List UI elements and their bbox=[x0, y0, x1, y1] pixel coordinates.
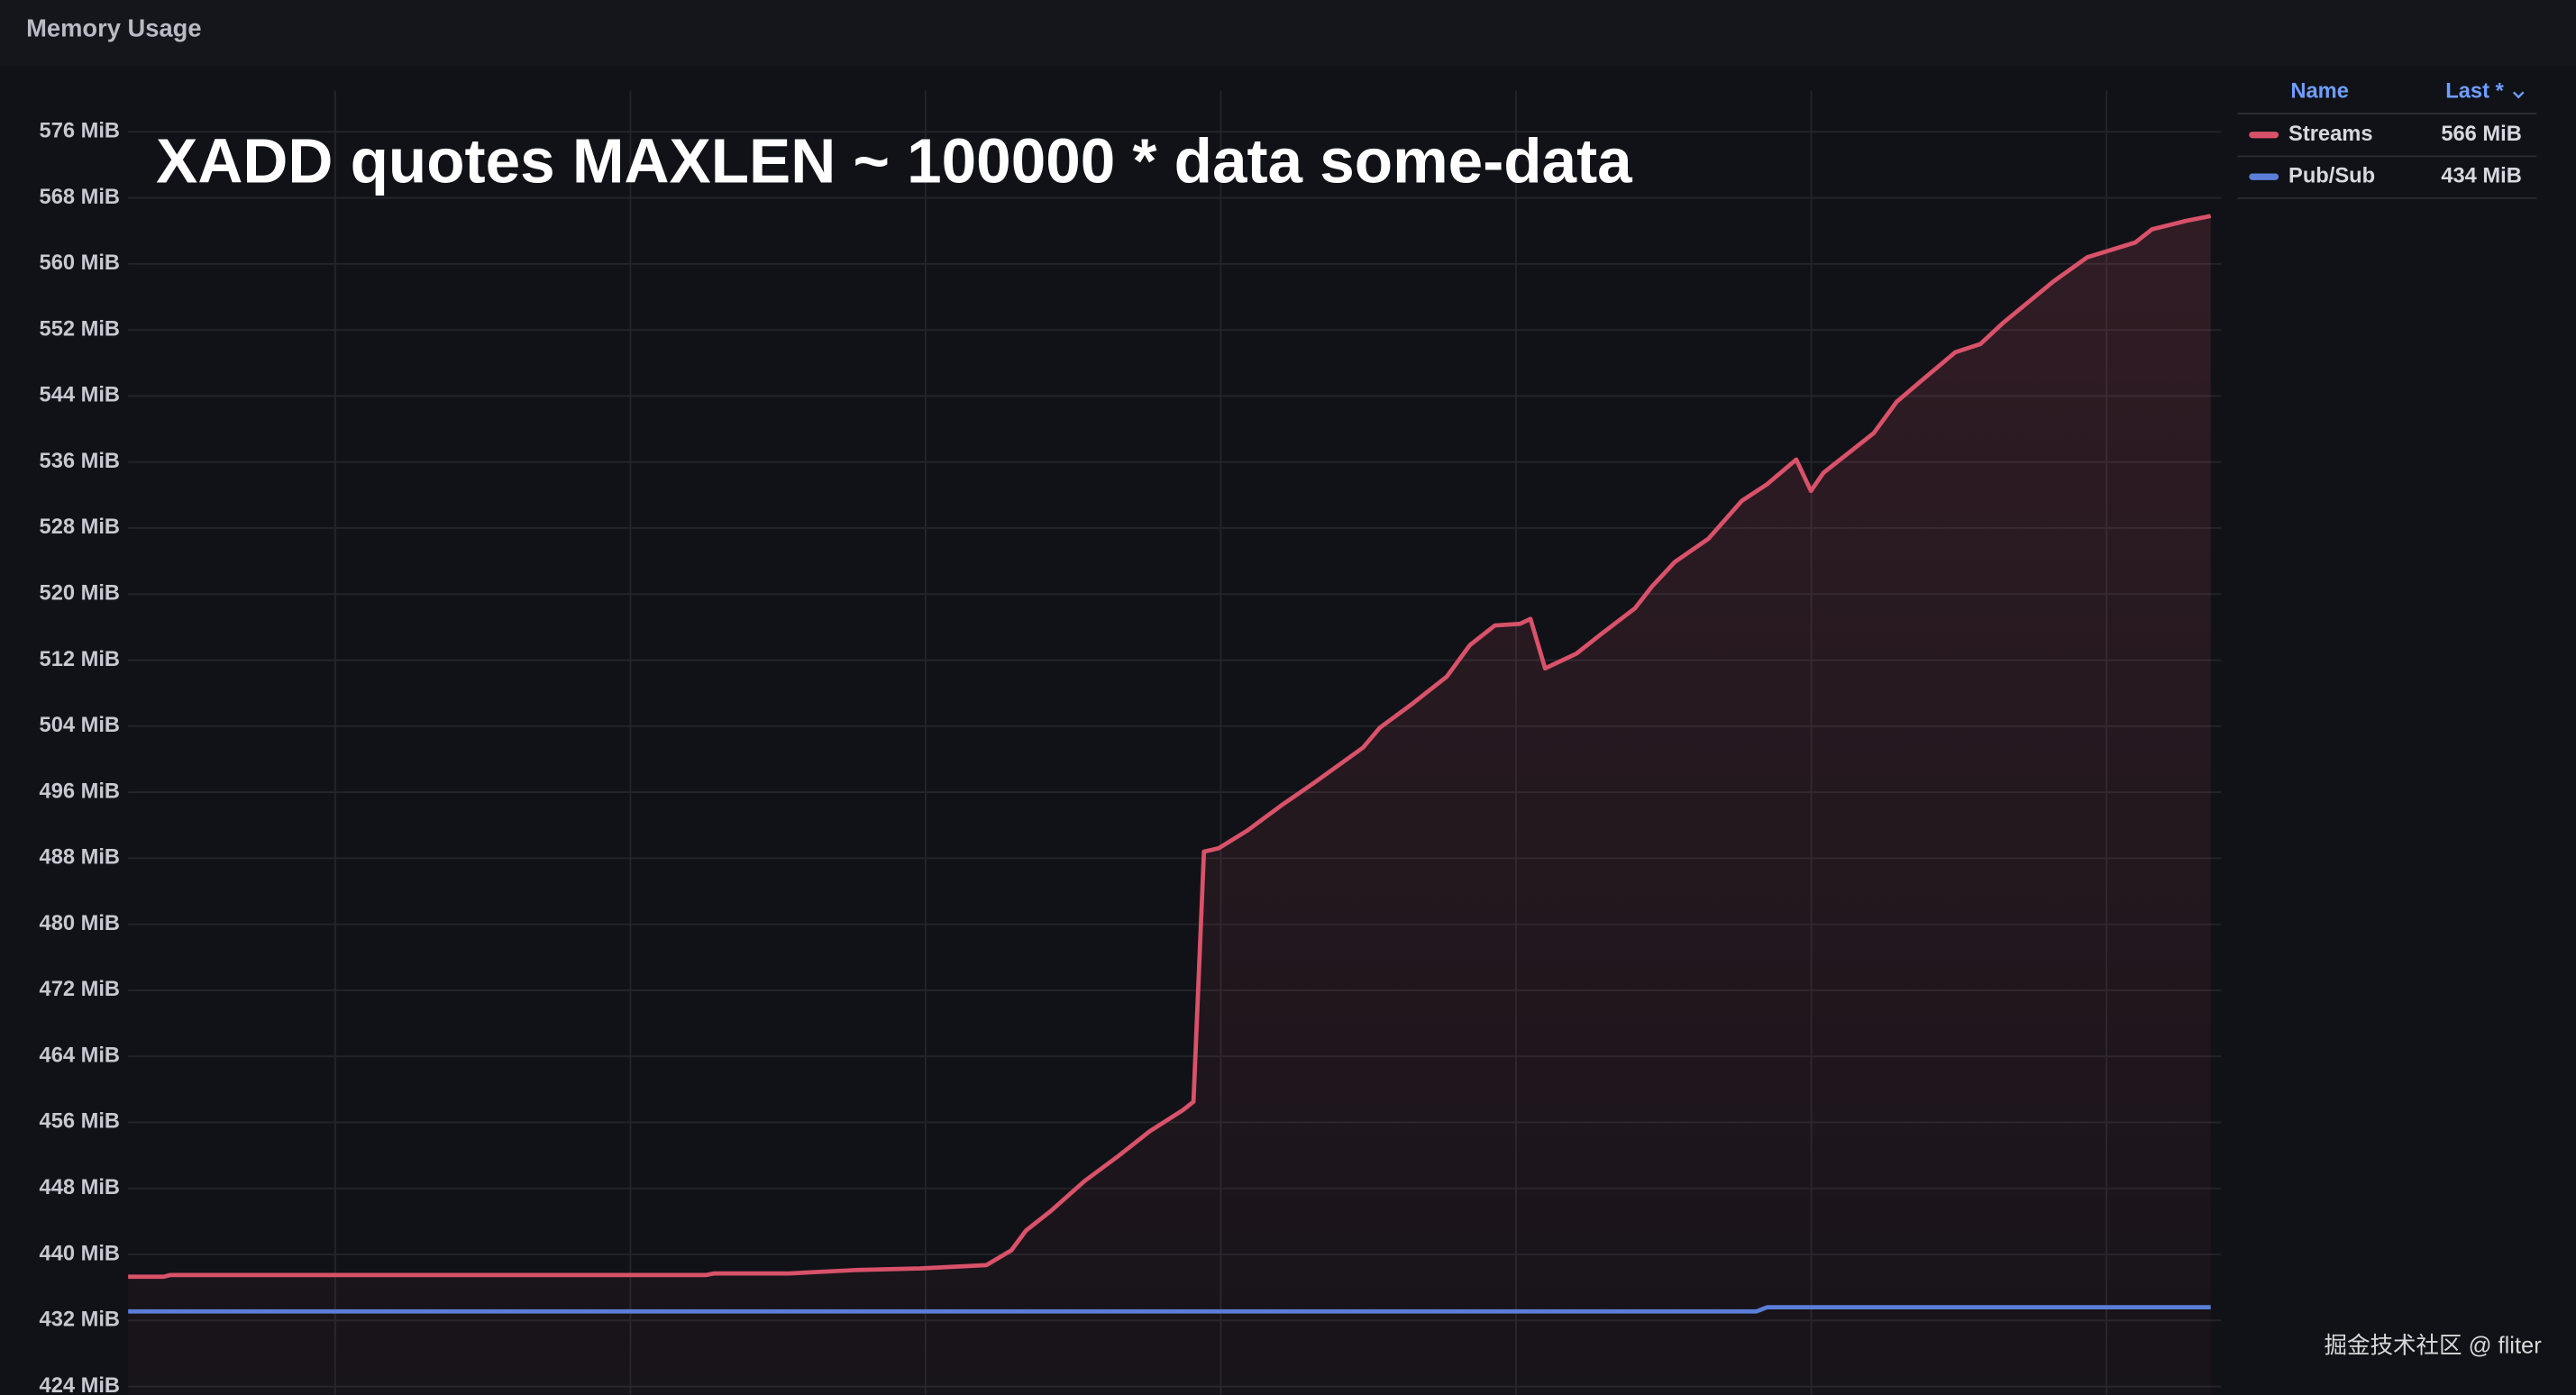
y-tick-label: 568 MiB bbox=[40, 186, 121, 209]
y-tick-label: 440 MiB bbox=[40, 1242, 121, 1265]
y-tick-label: 520 MiB bbox=[40, 582, 121, 606]
annotation: XADD quotes MAXLEN ~ 100000 * data some-… bbox=[156, 126, 1632, 196]
legend-header[interactable]: Name bbox=[2290, 80, 2349, 104]
series-line bbox=[128, 1305, 2211, 1314]
y-tick-label: 552 MiB bbox=[40, 317, 121, 341]
y-tick-label: 472 MiB bbox=[40, 978, 121, 1001]
y-tick-label: 536 MiB bbox=[40, 450, 121, 473]
y-tick-label: 544 MiB bbox=[40, 384, 121, 407]
y-tick-label: 528 MiB bbox=[40, 515, 121, 539]
y-tick-label: 504 MiB bbox=[40, 714, 121, 737]
y-tick-label: 432 MiB bbox=[40, 1308, 121, 1332]
legend-value: 434 MiB bbox=[2441, 164, 2522, 187]
y-tick-label: 464 MiB bbox=[40, 1044, 121, 1067]
chart-title: Memory Usage bbox=[26, 14, 201, 41]
panel-header bbox=[0, 0, 2576, 67]
y-tick-label: 576 MiB bbox=[40, 120, 121, 143]
legend-name[interactable]: Pub/Sub bbox=[2288, 164, 2375, 187]
y-tick-label: 512 MiB bbox=[40, 648, 121, 671]
area-fill bbox=[128, 215, 2211, 1395]
legend-header[interactable]: Last * bbox=[2445, 80, 2504, 104]
legend-value: 566 MiB bbox=[2441, 123, 2522, 146]
y-tick-label: 480 MiB bbox=[40, 912, 121, 935]
plot bbox=[128, 214, 2212, 1395]
legend: Name Last * Streams 566 MiB Pub/Sub 434 MiB bbox=[2237, 80, 2537, 199]
sort-chevron bbox=[2512, 91, 2525, 99]
series-line bbox=[128, 214, 2212, 1280]
y-tick-label: 424 MiB bbox=[40, 1374, 121, 1395]
y-tick-label: 496 MiB bbox=[40, 780, 121, 803]
legend-name[interactable]: Streams bbox=[2288, 123, 2372, 146]
y-tick-label: 448 MiB bbox=[40, 1176, 121, 1199]
y-tick-label: 560 MiB bbox=[40, 251, 121, 275]
watermark: 掘金技术社区 @ fliter bbox=[2324, 1334, 2542, 1359]
y-tick-label: 456 MiB bbox=[40, 1110, 121, 1134]
y-tick-label: 488 MiB bbox=[40, 846, 121, 870]
